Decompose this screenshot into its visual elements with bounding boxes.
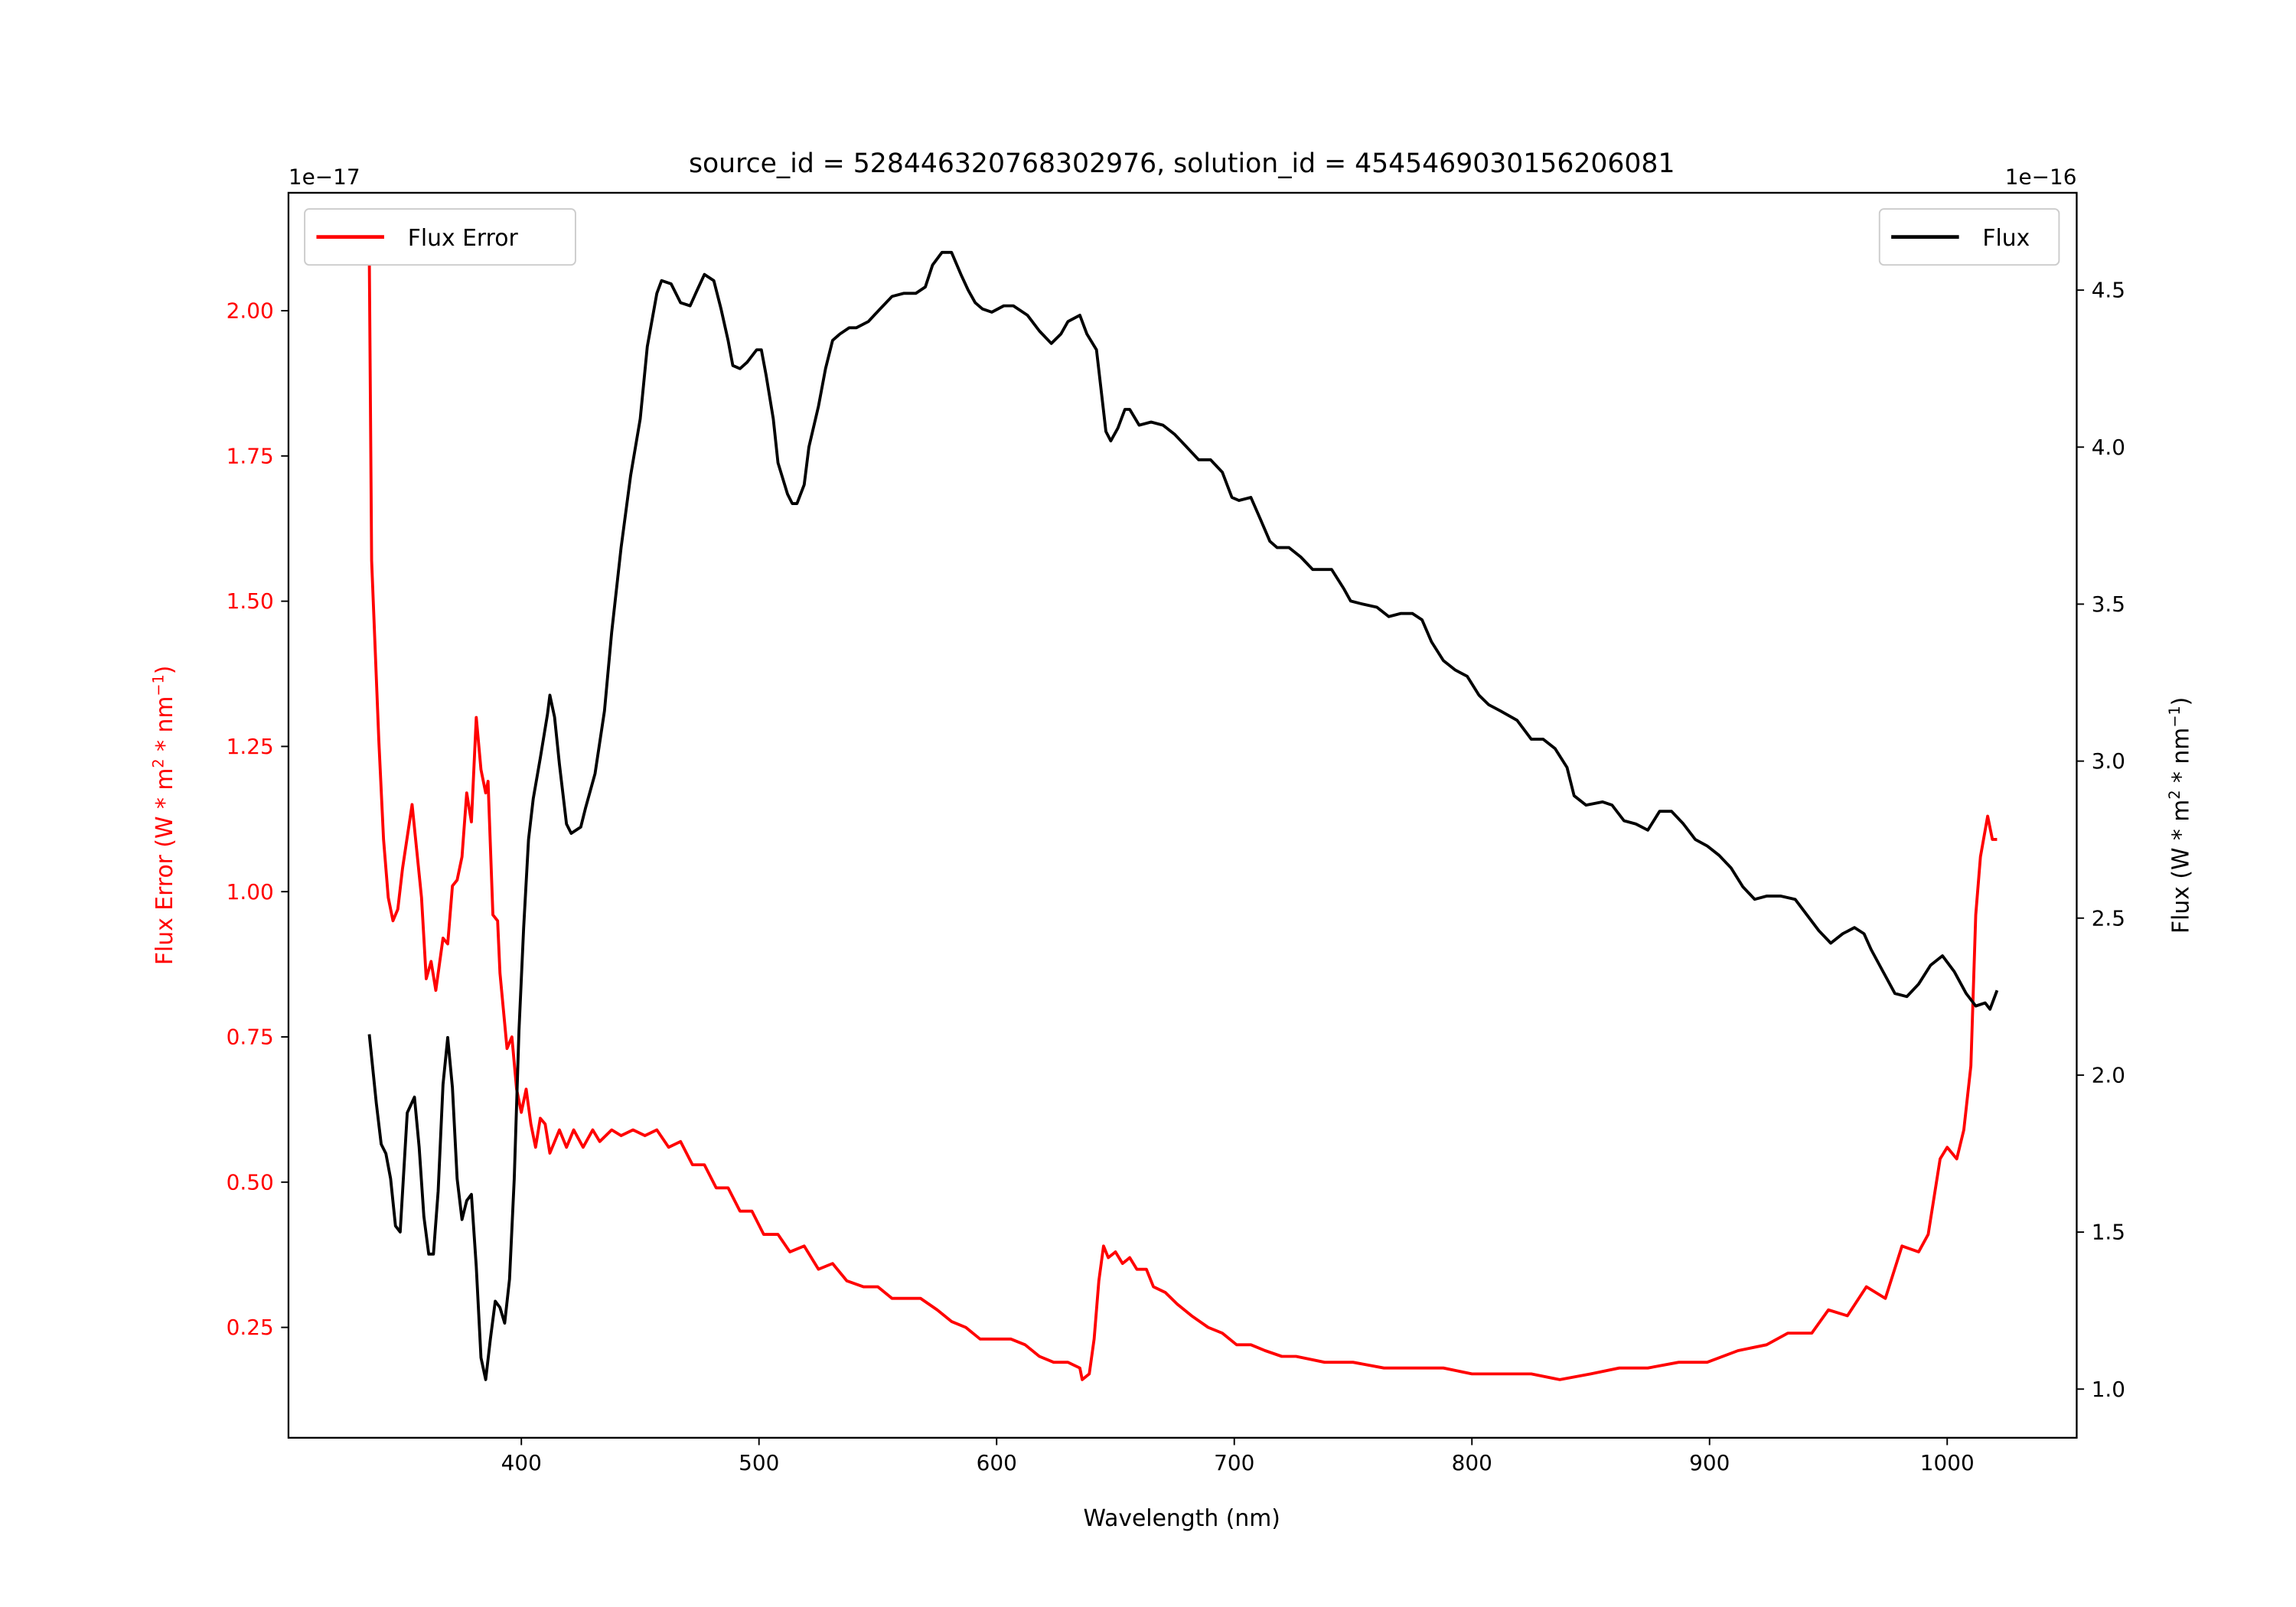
left-y-label-part: * nm (152, 696, 178, 759)
right-y-label-sup: 2 (2166, 790, 2183, 799)
left-y-axis-label: Flux Error (W * m2 * nm−1) (149, 666, 178, 965)
right-y-tick-label: 2.5 (2092, 905, 2125, 931)
right-y-tick-label: 1.5 (2092, 1220, 2125, 1245)
left-y-tick-label: 0.75 (227, 1025, 274, 1050)
x-tick-label: 900 (1689, 1450, 1730, 1475)
left-y-tick-label: 0.25 (227, 1315, 274, 1340)
left-y-tick-label: 1.25 (227, 734, 274, 759)
left-y-label-part: ) (152, 666, 178, 675)
x-tick-label: 400 (501, 1450, 542, 1475)
left-y-tick-label: 0.50 (227, 1169, 274, 1195)
right-y-tick-label: 1.0 (2092, 1377, 2125, 1402)
right-y-tick-label: 3.5 (2092, 592, 2125, 617)
left-y-tick-label: 1.75 (227, 443, 274, 468)
legend-box (1878, 208, 2060, 266)
right-y-tick-label: 4.0 (2092, 435, 2125, 460)
x-tick-label: 600 (977, 1450, 1017, 1475)
legend-flux-label: Flux (1982, 225, 2030, 252)
right-y-tick-label: 3.0 (2092, 748, 2125, 774)
right-y-label-part: Flux (W * m (2168, 800, 2195, 934)
left-y-label-sup: 2 (149, 758, 167, 768)
x-axis-label: Wavelength (nm) (1084, 1505, 1280, 1532)
right-y-label-part: ) (2168, 697, 2195, 706)
plot-frame (287, 191, 2078, 1439)
x-tick-label: 700 (1214, 1450, 1254, 1475)
right-y-axis-label: Flux (W * m2 * nm−1) (2166, 697, 2195, 934)
right-y-tick-label: 4.5 (2092, 278, 2125, 303)
axis-ticks: 400 500 600 700 800 900 1000 0.25 0.50 0.75 1.00 1.… (227, 278, 2125, 1475)
series-lines (367, 250, 1999, 1381)
left-y-label-part: Flux Error (W * m (152, 768, 178, 965)
left-y-label-sup: −1 (149, 674, 167, 696)
left-y-tick-label: 1.00 (227, 879, 274, 905)
chart-title: source_id = 528446320768302976, solution… (689, 148, 1675, 179)
right-y-tick-label: 2.0 (2092, 1063, 2125, 1088)
right-y-label-part: * nm (2168, 728, 2195, 790)
x-tick-label: 1000 (1920, 1450, 1975, 1475)
flux-error-line (367, 253, 1998, 1381)
x-tick-label: 500 (739, 1450, 779, 1475)
left-y-tick-label: 2.00 (227, 298, 274, 324)
legend-box (304, 208, 576, 266)
legend-flux-error-label: Flux Error (408, 225, 519, 252)
right-axis-offset: 1e−16 (2005, 164, 2077, 189)
legend-flux-error: Flux Error (304, 208, 576, 266)
left-axis-offset: 1e−17 (289, 164, 360, 189)
legend-flux: Flux (1878, 208, 2060, 266)
right-y-label-sup: −1 (2166, 706, 2183, 727)
flux-line (367, 250, 1999, 1381)
x-tick-label: 800 (1452, 1450, 1492, 1475)
left-y-tick-label: 1.50 (227, 588, 274, 614)
